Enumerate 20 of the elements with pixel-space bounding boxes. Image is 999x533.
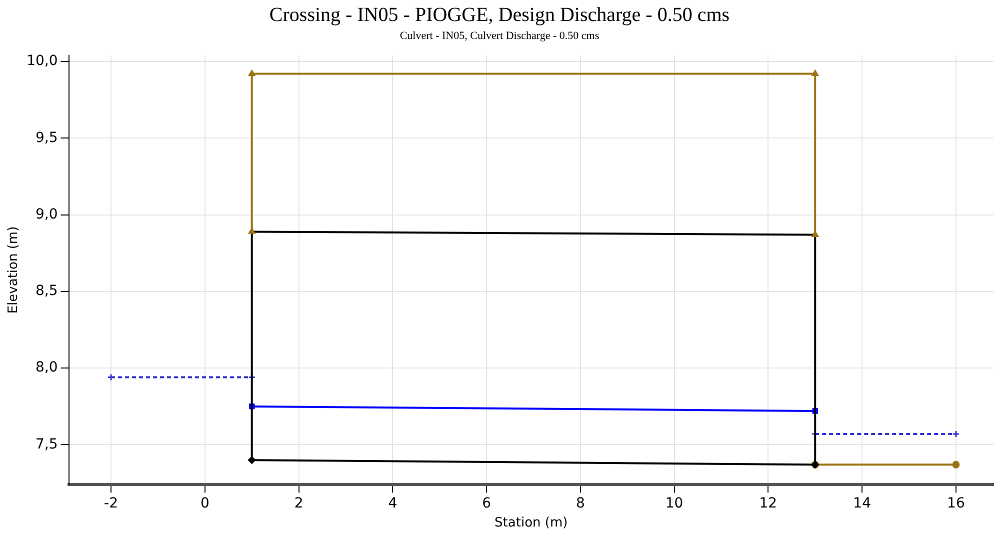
x-tick-label: 14: [853, 496, 872, 512]
chart-subtitle: Culvert - IN05, Culvert Discharge - 0.50 cms: [398, 30, 600, 42]
y-tick-label: 8,5: [36, 283, 58, 300]
y-tick-label: 8,0: [36, 360, 58, 376]
x-tick-label: 2: [294, 496, 304, 512]
x-tick-label: 10: [665, 496, 684, 512]
y-axis-title: Elevation (m): [6, 226, 22, 314]
x-tick-label: -2: [104, 496, 118, 512]
x-tick-label: 0: [200, 496, 210, 512]
x-tick-label: 6: [482, 496, 492, 512]
x-tick-label: 12: [759, 496, 778, 512]
x-tick-label: 16: [947, 496, 965, 512]
x-tick-label: 4: [388, 496, 398, 512]
x-tick-label: 8: [576, 496, 585, 512]
x-axis-title: Station (m): [494, 516, 568, 531]
y-tick-label: 7,5: [36, 436, 58, 452]
y-tick-label: 9,5: [36, 130, 58, 146]
y-tick-label: 9,0: [36, 206, 58, 222]
chart-title: Crossing - IN05 - PIOGGE, Design Discharge - 0.50 cms: [268, 4, 731, 27]
y-tick-label: 10,0: [26, 53, 58, 70]
